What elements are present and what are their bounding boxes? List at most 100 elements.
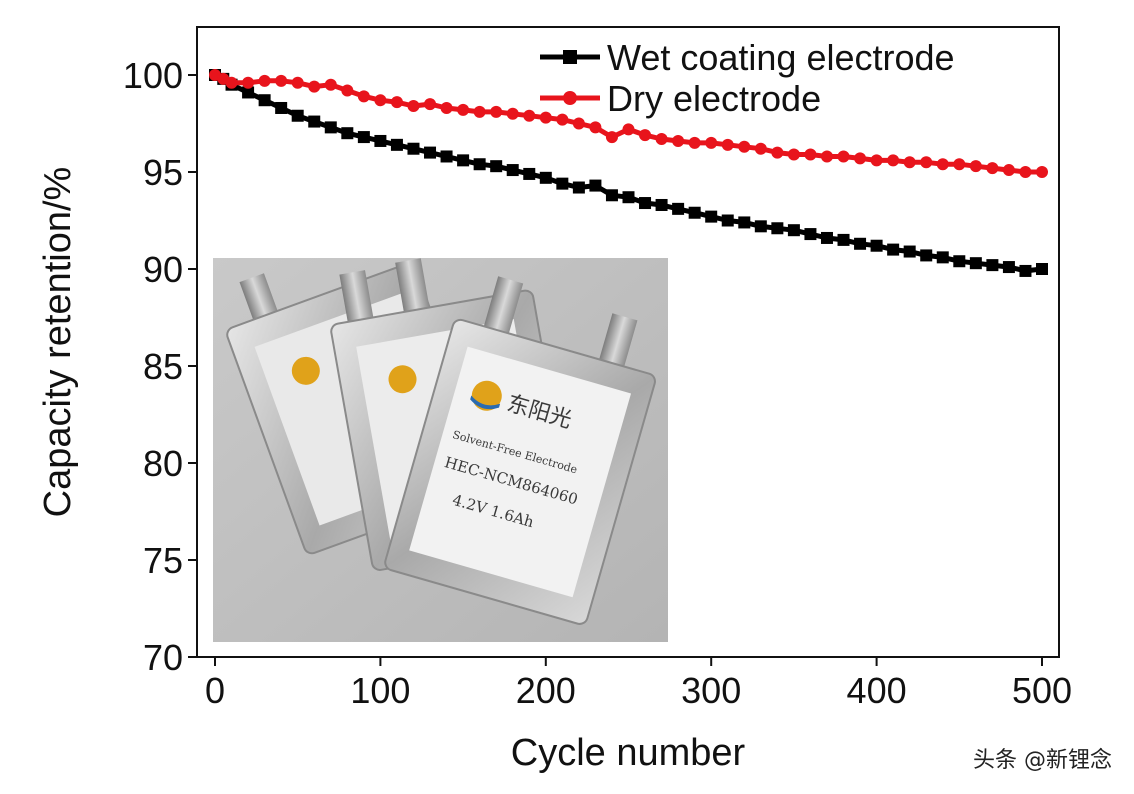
point-dry-40 bbox=[275, 74, 288, 87]
point-wet-40 bbox=[275, 101, 288, 114]
pouch-cells-photo: 东阳光 Solvent-Free Electrode HEC-NCM864060… bbox=[213, 258, 668, 642]
point-wet-310 bbox=[721, 214, 734, 227]
point-wet-470 bbox=[986, 259, 999, 272]
point-wet-120 bbox=[407, 142, 420, 155]
point-wet-410 bbox=[887, 243, 900, 256]
point-wet-230 bbox=[589, 179, 602, 192]
point-wet-50 bbox=[291, 109, 304, 122]
point-wet-260 bbox=[639, 197, 652, 210]
point-dry-350 bbox=[787, 148, 800, 161]
point-wet-90 bbox=[357, 131, 370, 144]
point-wet-30 bbox=[258, 94, 271, 107]
point-dry-390 bbox=[854, 152, 867, 165]
point-wet-250 bbox=[622, 191, 635, 204]
point-wet-450 bbox=[953, 255, 966, 268]
point-dry-90 bbox=[357, 90, 370, 103]
point-dry-230 bbox=[589, 121, 602, 134]
point-dry-270 bbox=[655, 133, 668, 146]
point-dry-380 bbox=[837, 150, 850, 163]
legend: Wet coating electrode Dry electrode bbox=[540, 37, 955, 119]
point-dry-80 bbox=[341, 84, 354, 97]
x-tick-label-500: 500 bbox=[1012, 670, 1072, 711]
point-dry-440 bbox=[936, 158, 949, 171]
point-dry-250 bbox=[622, 123, 635, 136]
point-wet-380 bbox=[837, 233, 850, 246]
point-wet-170 bbox=[490, 160, 503, 173]
point-wet-100 bbox=[374, 134, 387, 147]
point-dry-480 bbox=[1002, 164, 1015, 177]
point-wet-180 bbox=[506, 164, 519, 177]
point-dry-280 bbox=[672, 134, 685, 147]
point-wet-390 bbox=[854, 237, 867, 250]
legend-label-wet: Wet coating electrode bbox=[607, 37, 955, 78]
point-wet-130 bbox=[424, 146, 437, 159]
point-wet-80 bbox=[341, 127, 354, 140]
y-tick-label-95: 95 bbox=[143, 152, 183, 193]
x-tick-label-400: 400 bbox=[847, 670, 907, 711]
x-tick-label-0: 0 bbox=[205, 670, 225, 711]
point-dry-500 bbox=[1036, 166, 1048, 178]
point-wet-240 bbox=[605, 189, 618, 202]
point-wet-300 bbox=[705, 210, 718, 223]
point-wet-110 bbox=[390, 138, 403, 151]
point-wet-320 bbox=[738, 216, 751, 229]
x-tick-label-100: 100 bbox=[350, 670, 410, 711]
point-wet-370 bbox=[820, 231, 833, 244]
point-wet-340 bbox=[771, 222, 784, 235]
point-dry-420 bbox=[903, 156, 916, 169]
point-wet-190 bbox=[523, 167, 536, 180]
point-dry-410 bbox=[887, 154, 900, 167]
point-wet-350 bbox=[787, 224, 800, 237]
y-axis-title: Capacity retention/% bbox=[37, 167, 79, 518]
point-wet-60 bbox=[308, 115, 321, 128]
point-dry-370 bbox=[820, 150, 833, 163]
point-wet-200 bbox=[539, 171, 552, 184]
point-dry-10 bbox=[225, 76, 238, 89]
y-tick-label-85: 85 bbox=[143, 346, 183, 387]
point-wet-330 bbox=[754, 220, 767, 233]
y-tick-label-80: 80 bbox=[143, 443, 183, 484]
x-axis-title: Cycle number bbox=[511, 732, 746, 774]
point-dry-470 bbox=[986, 162, 999, 175]
point-wet-490 bbox=[1019, 264, 1032, 277]
point-wet-140 bbox=[440, 150, 453, 163]
point-wet-210 bbox=[556, 177, 569, 190]
point-dry-20 bbox=[242, 76, 255, 89]
point-dry-60 bbox=[308, 80, 321, 93]
point-dry-190 bbox=[523, 109, 536, 122]
point-dry-50 bbox=[291, 76, 304, 89]
point-wet-280 bbox=[672, 202, 685, 215]
point-wet-400 bbox=[870, 239, 883, 252]
point-wet-160 bbox=[473, 158, 486, 171]
point-wet-290 bbox=[688, 206, 701, 219]
point-dry-400 bbox=[870, 154, 883, 167]
x-tick-label-300: 300 bbox=[681, 670, 741, 711]
point-wet-420 bbox=[903, 245, 916, 258]
point-wet-150 bbox=[457, 154, 470, 167]
point-dry-110 bbox=[390, 96, 403, 109]
point-wet-220 bbox=[572, 181, 585, 194]
point-wet-360 bbox=[804, 228, 817, 241]
point-wet-20 bbox=[242, 86, 255, 99]
y-tick-label-75: 75 bbox=[143, 540, 183, 581]
point-dry-210 bbox=[556, 113, 569, 126]
point-wet-460 bbox=[969, 257, 982, 270]
series-line-wet bbox=[213, 72, 1043, 274]
point-wet-430 bbox=[920, 249, 933, 262]
point-wet-70 bbox=[324, 121, 337, 134]
point-dry-100 bbox=[374, 94, 387, 107]
point-dry-240 bbox=[605, 131, 618, 144]
point-dry-200 bbox=[539, 111, 552, 124]
point-dry-30 bbox=[258, 74, 271, 87]
plot-frame bbox=[196, 26, 1060, 658]
point-dry-290 bbox=[688, 136, 701, 149]
point-wet-270 bbox=[655, 198, 668, 211]
point-wet-500 bbox=[1036, 263, 1048, 275]
point-dry-160 bbox=[473, 105, 486, 118]
point-dry-120 bbox=[407, 100, 420, 113]
point-dry-360 bbox=[804, 148, 817, 161]
point-dry-310 bbox=[721, 138, 734, 151]
point-dry-70 bbox=[324, 78, 337, 91]
point-dry-490 bbox=[1019, 166, 1032, 178]
x-tick-label-200: 200 bbox=[516, 670, 576, 711]
